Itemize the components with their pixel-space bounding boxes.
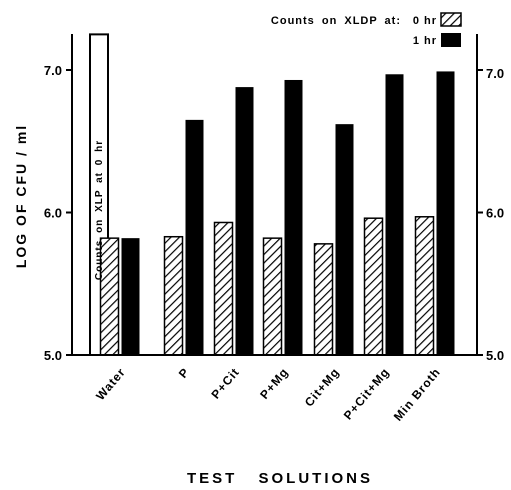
bar-cit-mg-0hr bbox=[313, 243, 334, 356]
x-tick-label-p-cit: P+Cit bbox=[208, 365, 242, 402]
bar-p-1hr bbox=[185, 119, 204, 355]
legend: Counts on XLDP at: 0 hr 1 hr bbox=[271, 12, 462, 47]
extra-bar-label: Counts on XLP at 0 hr bbox=[94, 140, 105, 280]
bar-water-1hr bbox=[121, 238, 140, 355]
bar-p-cit-mg-1hr bbox=[385, 74, 404, 356]
y-tick-label-left: 5.0 bbox=[44, 348, 62, 363]
bar-p-cit-0hr bbox=[213, 221, 234, 356]
bar-min-broth-1hr bbox=[436, 71, 455, 356]
bar-cit-mg-1hr bbox=[335, 124, 354, 356]
x-tick-label-p-cit-mg: P+Cit+Mg bbox=[341, 365, 392, 423]
y-tick-label-right: 5.0 bbox=[486, 348, 504, 363]
x-tick-label-min-broth: Min Broth bbox=[391, 365, 444, 424]
y-axis-label: LOG OF CFU / ml bbox=[13, 124, 29, 268]
legend-label-0hr: 0 hr bbox=[413, 15, 437, 27]
bar-min-broth-0hr bbox=[414, 216, 435, 356]
bar-p-0hr bbox=[163, 235, 184, 356]
x-tick-label-water: Water bbox=[93, 365, 128, 403]
x-tick-label-p-mg: P+Mg bbox=[257, 365, 291, 402]
y-tick-label-right: 7.0 bbox=[486, 66, 504, 81]
y-tick-label-left: 6.0 bbox=[44, 206, 62, 221]
x-tick-label-p: P bbox=[176, 365, 193, 381]
bar-p-mg-0hr bbox=[262, 237, 283, 356]
y-tick-label-right: 6.0 bbox=[486, 206, 504, 221]
bar-p-mg-1hr bbox=[284, 79, 303, 355]
x-axis-label: TEST SOLUTIONS bbox=[187, 470, 373, 487]
bars-group bbox=[89, 33, 455, 356]
legend-title: Counts on XLDP at: bbox=[271, 15, 401, 27]
legend-swatch-1hr bbox=[441, 33, 461, 47]
legend-swatch-0hr bbox=[440, 12, 462, 27]
bar-p-cit-1hr bbox=[235, 87, 254, 355]
x-tick-label-cit-mg: Cit+Mg bbox=[302, 365, 343, 410]
legend-label-1hr: 1 hr bbox=[413, 35, 437, 47]
y-ticks-group: 5.0 5.0 6.0 6.0 7.0 7.0 bbox=[44, 63, 504, 363]
y-tick-label-left: 7.0 bbox=[44, 63, 62, 78]
bar-p-cit-mg-0hr bbox=[363, 217, 384, 356]
